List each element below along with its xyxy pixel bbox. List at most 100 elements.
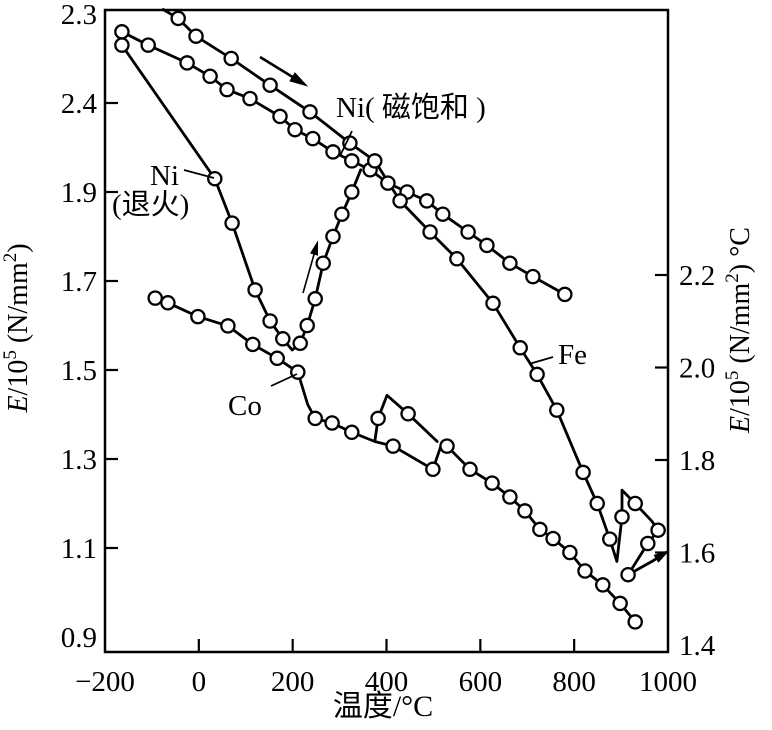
data-point-marker — [425, 461, 441, 478]
data-point-marker — [170, 10, 186, 27]
data-point-marker — [602, 531, 618, 547]
data-point-marker — [325, 228, 341, 245]
data-point-marker — [620, 566, 636, 583]
leader-line — [270, 373, 298, 387]
direction-arrow-head — [309, 240, 319, 256]
data-point-marker — [400, 406, 416, 422]
data-point-marker — [595, 577, 611, 593]
data-point-marker — [292, 335, 308, 352]
data-point-marker — [324, 415, 340, 431]
left-tick-label: 1.5 — [61, 355, 97, 387]
data-point-marker — [147, 290, 163, 306]
data-point-marker — [562, 544, 578, 561]
x-tick-label: −200 — [75, 666, 135, 698]
data-point-marker — [419, 193, 435, 209]
data-point-marker — [269, 350, 285, 367]
curve-end-arrowhead-fe — [653, 550, 670, 563]
data-point-marker — [650, 522, 666, 538]
data-point-marker — [517, 503, 533, 519]
data-point-marker — [272, 108, 288, 125]
data-point-marker — [484, 475, 500, 491]
data-point-marker — [223, 50, 239, 67]
data-point-marker — [325, 144, 341, 160]
data-point-marker — [512, 340, 528, 356]
label-ni-annealed: (退火) — [112, 189, 189, 221]
leader-line — [528, 356, 554, 365]
left-tick-label: 1.9 — [61, 177, 97, 209]
data-point-marker — [179, 55, 195, 71]
x-tick-label: 0 — [192, 666, 207, 698]
data-point-marker — [307, 291, 323, 307]
data-point-marker — [262, 77, 278, 93]
data-point-marker — [307, 410, 323, 427]
data-point-marker — [385, 438, 401, 454]
left-tick-label: 2.3 — [61, 0, 97, 31]
direction-arrow-head — [289, 72, 309, 87]
data-point-marker — [640, 535, 656, 552]
data-point-marker — [202, 68, 218, 85]
right-tick-label: 2.0 — [679, 353, 715, 385]
label-ni-saturated: Ni( 磁饱和 ) — [336, 91, 486, 124]
data-point-marker — [460, 224, 476, 240]
data-point-marker — [370, 410, 386, 427]
label-fe: Fe — [558, 339, 587, 371]
data-point-marker — [577, 563, 593, 579]
data-point-marker — [290, 364, 306, 380]
data-point-marker — [380, 175, 396, 191]
data-point-marker — [242, 90, 258, 107]
data-point-marker — [287, 121, 303, 138]
label-ni: Ni — [150, 160, 179, 192]
data-point-marker — [207, 170, 223, 187]
data-point-marker — [479, 237, 495, 254]
data-point-marker — [262, 313, 278, 329]
data-point-marker — [575, 464, 591, 481]
data-point-marker — [140, 37, 156, 53]
left-tick-label: 1.3 — [61, 444, 97, 476]
data-point-marker — [449, 251, 465, 267]
curve-ni-saturated — [120, 30, 567, 296]
x-axis-title: 温度/°C — [333, 690, 433, 723]
data-point-marker — [114, 37, 130, 53]
data-point-marker — [114, 24, 130, 40]
data-point-marker — [532, 521, 548, 538]
data-point-marker — [525, 268, 541, 285]
data-point-marker — [392, 193, 408, 209]
x-tick-label: 600 — [459, 666, 503, 698]
data-point-marker — [545, 530, 561, 547]
data-point-marker — [247, 282, 263, 298]
data-point-marker — [188, 28, 204, 44]
data-point-marker — [334, 206, 350, 222]
right-tick-label: 2.2 — [679, 260, 715, 292]
chart-generated-content: −200 0 200 400 600 800 1000 2.3 2.4 1.9 1.7 1.5 1.3 1… — [61, 0, 716, 698]
data-point-marker — [302, 104, 318, 120]
data-point-marker — [557, 286, 573, 303]
leader-line — [183, 169, 215, 179]
data-point-marker — [502, 489, 518, 505]
data-point-marker — [224, 215, 240, 231]
left-axis-title: E/105 (N/mm2) — [0, 243, 34, 413]
data-point-marker — [305, 130, 321, 147]
data-point-marker — [275, 331, 291, 347]
data-point-marker — [299, 317, 315, 334]
data-point-marker — [160, 295, 176, 311]
right-tick-label: 1.6 — [679, 538, 715, 570]
leader-line — [339, 130, 353, 157]
data-point-marker — [315, 255, 331, 271]
data-point-marker — [422, 224, 438, 240]
data-point-marker — [589, 495, 605, 512]
x-tick-label: 200 — [271, 666, 315, 698]
data-point-marker — [245, 336, 261, 353]
data-point-marker — [344, 184, 360, 200]
data-point-marker — [502, 255, 518, 271]
data-point-marker — [614, 509, 630, 525]
data-point-marker — [220, 318, 236, 334]
data-point-marker — [529, 366, 545, 383]
left-tick-label: 2.4 — [61, 88, 98, 120]
data-point-marker — [627, 614, 643, 630]
data-point-marker — [367, 153, 383, 169]
data-point-marker — [485, 295, 501, 312]
data-point-marker — [435, 206, 451, 222]
data-point-marker — [627, 495, 643, 512]
